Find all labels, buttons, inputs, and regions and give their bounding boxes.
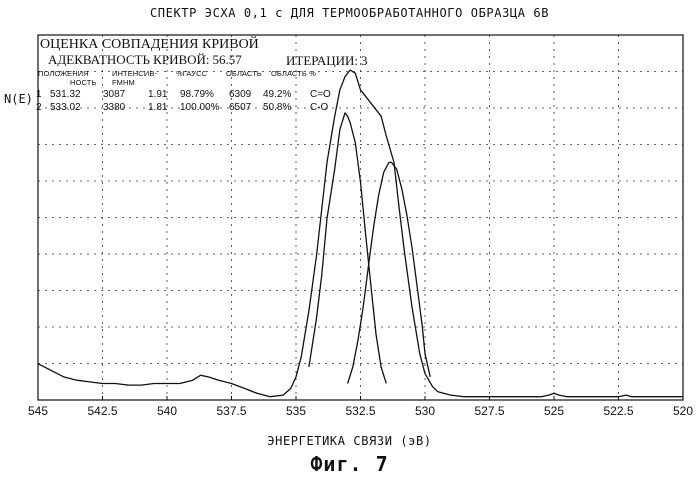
peak-position: 531.32	[50, 89, 81, 100]
col-area-header: ОБЛАСТЬ	[226, 69, 262, 78]
peak-c-eq-o-curve	[348, 162, 431, 383]
iterations-value: 3	[361, 53, 368, 68]
x-axis-label: ЭНЕРГЕТИКА СВЯЗИ (эВ)	[0, 434, 699, 448]
row-number: 2	[36, 102, 42, 113]
col-position-header: ПОЛОЖЕНИЯ	[38, 69, 89, 78]
peak-position: 533.02	[50, 102, 81, 113]
x-tick-label: 530	[415, 404, 435, 418]
figure-caption: Фиг. 7	[0, 452, 699, 476]
peak-area: 6507	[229, 102, 251, 113]
col-area-pct-header: ОБЛАСТЬ %	[271, 69, 316, 78]
col-position-header-2: НОСТЬ	[70, 78, 96, 87]
adequacy-label: АДЕКВАТНОСТЬ КРИВОЙ:	[48, 52, 210, 67]
peak-fwhm: 1.81	[148, 102, 167, 113]
x-ticks: 545 542.5 540 537.5 535 532.5 530 527.5 525 522.5…	[28, 396, 693, 418]
x-tick-label: 542.5	[87, 404, 117, 418]
x-tick-label: 545	[28, 404, 48, 418]
col-gauss-header: %ГАУСС	[176, 69, 207, 78]
x-tick-label: 532.5	[345, 404, 375, 418]
peak-area-pct: 49.2%	[263, 89, 291, 100]
adequacy-value: 56.57	[213, 52, 242, 67]
x-tick-label: 522.5	[603, 404, 633, 418]
peak-intensity: 3087	[103, 89, 125, 100]
peak-intensity: 3380	[103, 102, 125, 113]
x-tick-label: 535	[286, 404, 306, 418]
peak-area-pct: 50.8%	[263, 102, 291, 113]
peak-c-o-curve	[309, 113, 386, 384]
col-fwhm-header: FMHM	[112, 78, 135, 87]
peak-label: C=O	[310, 89, 331, 100]
iterations-readout: ИТЕРАЦИИ:3	[286, 54, 368, 67]
peak-gauss: 100.00%	[180, 102, 219, 113]
col-intensity-header: ИНТЕНСИВ-	[112, 69, 157, 78]
peak-label: C-O	[310, 102, 328, 113]
x-tick-label: 525	[544, 404, 564, 418]
x-tick-label: 527.5	[474, 404, 504, 418]
peak-fwhm: 1.91	[148, 89, 167, 100]
peak-area: 6309	[229, 89, 251, 100]
curve-fit-title: ОЦЕНКА СОВПАДЕНИЯ КРИВОЙ	[40, 38, 259, 52]
x-tick-label: 537.5	[216, 404, 246, 418]
peak-gauss: 98.79%	[180, 89, 214, 100]
x-tick-label: 540	[157, 404, 177, 418]
iterations-label: ИТЕРАЦИИ:	[286, 53, 358, 68]
row-number: 1	[36, 89, 42, 100]
curve-adequacy: АДЕКВАТНОСТЬ КРИВОЙ:56.57	[48, 53, 242, 66]
x-tick-label: 520	[673, 404, 693, 418]
